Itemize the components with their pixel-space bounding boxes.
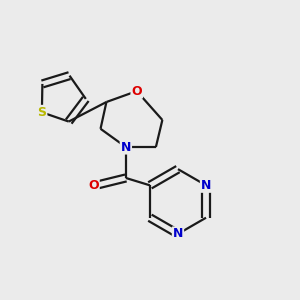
Text: N: N [173,227,183,240]
Text: S: S [38,106,46,119]
Text: O: O [131,85,142,98]
Text: N: N [121,141,131,154]
Text: N: N [201,179,211,192]
Text: O: O [88,179,99,192]
